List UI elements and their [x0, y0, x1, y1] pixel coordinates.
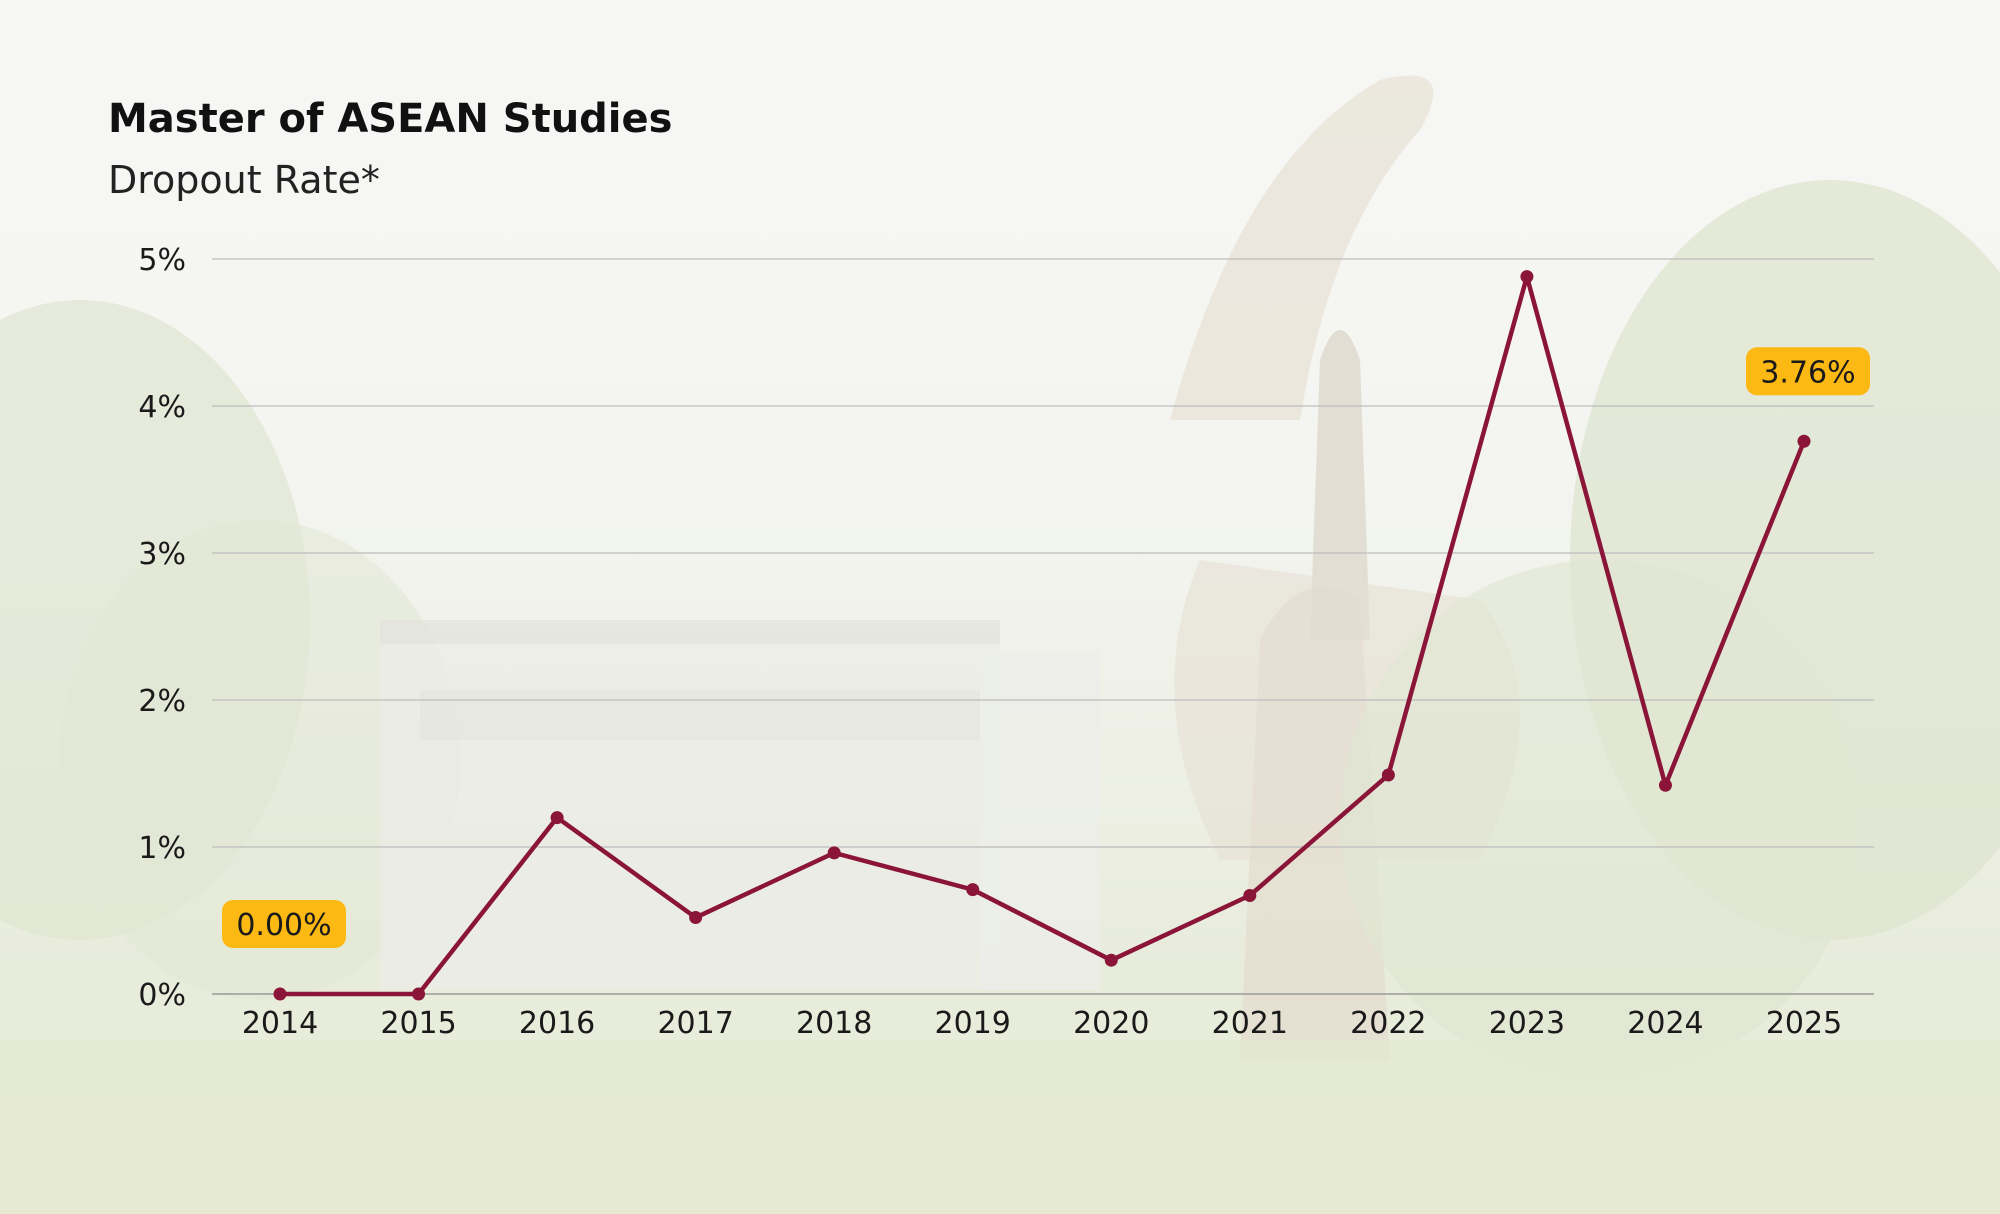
- x-tick-label: 2019: [935, 1006, 1011, 1041]
- x-tick-label: 2023: [1489, 1006, 1565, 1041]
- y-tick-label: 1%: [138, 831, 186, 866]
- data-label-badge: [222, 900, 346, 948]
- y-tick-label: 2%: [138, 684, 186, 719]
- data-point: [1520, 270, 1534, 284]
- chart-title: Master of ASEAN Studies: [108, 96, 673, 142]
- annotations: 0.00% 3.76%: [222, 347, 1870, 948]
- series-line: [277, 274, 1807, 997]
- data-point: [827, 846, 841, 860]
- data-point: [1797, 434, 1811, 448]
- chart-subtitle: Dropout Rate*: [108, 158, 380, 202]
- data-point: [273, 987, 287, 1001]
- y-tick-label: 3%: [138, 537, 186, 572]
- data-point: [689, 911, 703, 925]
- data-point: [1381, 768, 1395, 782]
- x-tick-label: 2024: [1627, 1006, 1703, 1041]
- data-point: [966, 883, 980, 897]
- gridlines: [212, 258, 1874, 995]
- x-tick-label: 2015: [380, 1006, 456, 1041]
- data-point: [1104, 953, 1118, 967]
- data-label: 0.00%: [236, 908, 331, 943]
- data-label-badge: [1746, 347, 1870, 396]
- data-point: [1243, 889, 1257, 903]
- data-point: [550, 811, 564, 825]
- data-point: [1658, 778, 1672, 792]
- x-tick-label: 2020: [1073, 1006, 1149, 1041]
- y-tick-label: 5%: [138, 243, 186, 278]
- x-tick-label: 2022: [1350, 1006, 1426, 1041]
- x-tick-label: 2018: [796, 1006, 872, 1041]
- x-tick-label: 2021: [1212, 1006, 1288, 1041]
- y-tick-label: 4%: [138, 390, 186, 425]
- x-tick-label: 2017: [657, 1006, 733, 1041]
- data-point: [412, 987, 426, 1001]
- y-axis: 0% 1% 2% 3% 4% 5%: [138, 243, 186, 1013]
- series-dropout-rate: [273, 270, 1811, 1001]
- data-label: 3.76%: [1760, 355, 1855, 390]
- x-tick-label: 2016: [519, 1006, 595, 1041]
- x-axis: 2014 2015 2016 2017 2018 2019 2020 2021 2022 2023…: [242, 1006, 1842, 1041]
- x-tick-label: 2025: [1766, 1006, 1842, 1041]
- y-tick-label: 0%: [138, 978, 186, 1013]
- x-tick-label: 2014: [242, 1006, 318, 1041]
